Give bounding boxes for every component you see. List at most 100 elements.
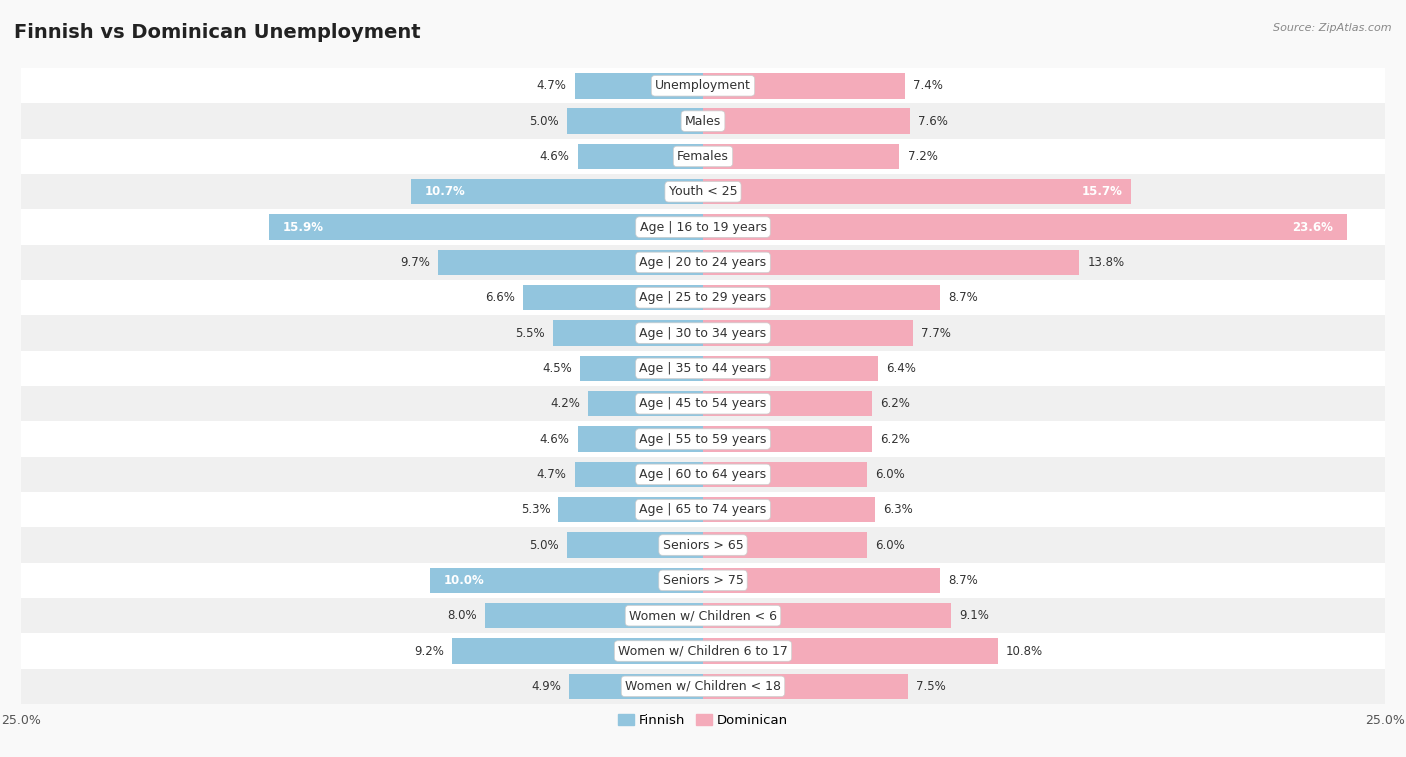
Bar — [703, 603, 952, 628]
Text: 15.9%: 15.9% — [283, 220, 323, 234]
Text: Women w/ Children 6 to 17: Women w/ Children 6 to 17 — [619, 644, 787, 658]
Text: Age | 30 to 34 years: Age | 30 to 34 years — [640, 326, 766, 340]
Text: 7.4%: 7.4% — [912, 79, 943, 92]
Text: Age | 35 to 44 years: Age | 35 to 44 years — [640, 362, 766, 375]
Text: 9.7%: 9.7% — [401, 256, 430, 269]
Bar — [21, 139, 1385, 174]
Text: 7.6%: 7.6% — [918, 114, 949, 128]
Bar — [703, 568, 941, 593]
Bar — [21, 528, 1385, 562]
Bar — [523, 285, 703, 310]
Text: Age | 45 to 54 years: Age | 45 to 54 years — [640, 397, 766, 410]
Text: Age | 16 to 19 years: Age | 16 to 19 years — [640, 220, 766, 234]
Bar — [581, 356, 703, 381]
Bar — [21, 280, 1385, 316]
Bar — [485, 603, 703, 628]
Text: 5.3%: 5.3% — [520, 503, 550, 516]
Bar — [703, 426, 872, 452]
Bar — [21, 456, 1385, 492]
Text: 10.7%: 10.7% — [425, 185, 465, 198]
Bar — [703, 320, 912, 346]
Text: 6.0%: 6.0% — [875, 538, 904, 552]
Bar — [567, 532, 703, 558]
Text: 4.5%: 4.5% — [543, 362, 572, 375]
Text: Youth < 25: Youth < 25 — [669, 185, 737, 198]
Bar — [21, 562, 1385, 598]
Text: 5.0%: 5.0% — [529, 114, 558, 128]
Bar — [21, 245, 1385, 280]
Bar — [703, 462, 866, 487]
Text: 7.2%: 7.2% — [908, 150, 938, 163]
Text: 7.7%: 7.7% — [921, 326, 950, 340]
Text: 23.6%: 23.6% — [1292, 220, 1333, 234]
Bar — [21, 386, 1385, 422]
Bar — [430, 568, 703, 593]
Text: Seniors > 75: Seniors > 75 — [662, 574, 744, 587]
Bar — [21, 634, 1385, 668]
Text: Age | 65 to 74 years: Age | 65 to 74 years — [640, 503, 766, 516]
Bar — [703, 214, 1347, 240]
Text: Women w/ Children < 6: Women w/ Children < 6 — [628, 609, 778, 622]
Text: 8.7%: 8.7% — [949, 574, 979, 587]
Text: 9.2%: 9.2% — [413, 644, 444, 658]
Text: 8.0%: 8.0% — [447, 609, 477, 622]
Legend: Finnish, Dominican: Finnish, Dominican — [613, 709, 793, 732]
Text: Source: ZipAtlas.com: Source: ZipAtlas.com — [1274, 23, 1392, 33]
Bar — [439, 250, 703, 275]
Bar — [703, 532, 866, 558]
Bar — [589, 391, 703, 416]
Text: 8.7%: 8.7% — [949, 291, 979, 304]
Text: Females: Females — [678, 150, 728, 163]
Bar — [21, 210, 1385, 245]
Text: 6.4%: 6.4% — [886, 362, 915, 375]
Bar — [703, 391, 872, 416]
Bar — [703, 497, 875, 522]
Bar — [558, 497, 703, 522]
Text: 4.6%: 4.6% — [540, 150, 569, 163]
Text: Males: Males — [685, 114, 721, 128]
Text: 6.2%: 6.2% — [880, 397, 910, 410]
Bar — [567, 108, 703, 134]
Bar — [703, 108, 910, 134]
Text: 5.0%: 5.0% — [529, 538, 558, 552]
Bar — [453, 638, 703, 664]
Text: 13.8%: 13.8% — [1088, 256, 1125, 269]
Bar — [569, 674, 703, 699]
Text: Seniors > 65: Seniors > 65 — [662, 538, 744, 552]
Bar — [553, 320, 703, 346]
Bar — [703, 179, 1132, 204]
Bar — [703, 356, 877, 381]
Bar — [703, 285, 941, 310]
Text: 6.3%: 6.3% — [883, 503, 912, 516]
Bar — [21, 422, 1385, 456]
Text: 7.5%: 7.5% — [915, 680, 945, 693]
Bar — [21, 104, 1385, 139]
Bar — [21, 68, 1385, 104]
Bar — [21, 492, 1385, 528]
Text: 6.2%: 6.2% — [880, 432, 910, 446]
Bar — [578, 426, 703, 452]
Text: 4.7%: 4.7% — [537, 468, 567, 481]
Text: 15.7%: 15.7% — [1083, 185, 1123, 198]
Text: 10.8%: 10.8% — [1005, 644, 1043, 658]
Text: 6.6%: 6.6% — [485, 291, 515, 304]
Text: Age | 20 to 24 years: Age | 20 to 24 years — [640, 256, 766, 269]
Bar — [21, 174, 1385, 210]
Text: 6.0%: 6.0% — [875, 468, 904, 481]
Bar — [575, 73, 703, 98]
Text: 4.6%: 4.6% — [540, 432, 569, 446]
Text: Age | 25 to 29 years: Age | 25 to 29 years — [640, 291, 766, 304]
Text: 4.9%: 4.9% — [531, 680, 561, 693]
Text: Women w/ Children < 18: Women w/ Children < 18 — [626, 680, 780, 693]
Text: 4.7%: 4.7% — [537, 79, 567, 92]
Bar — [703, 674, 908, 699]
Bar — [703, 250, 1080, 275]
Text: Age | 60 to 64 years: Age | 60 to 64 years — [640, 468, 766, 481]
Bar — [21, 316, 1385, 350]
Text: Age | 55 to 59 years: Age | 55 to 59 years — [640, 432, 766, 446]
Bar — [21, 598, 1385, 634]
Text: 5.5%: 5.5% — [515, 326, 544, 340]
Bar — [703, 144, 900, 169]
Text: Unemployment: Unemployment — [655, 79, 751, 92]
Bar — [21, 668, 1385, 704]
